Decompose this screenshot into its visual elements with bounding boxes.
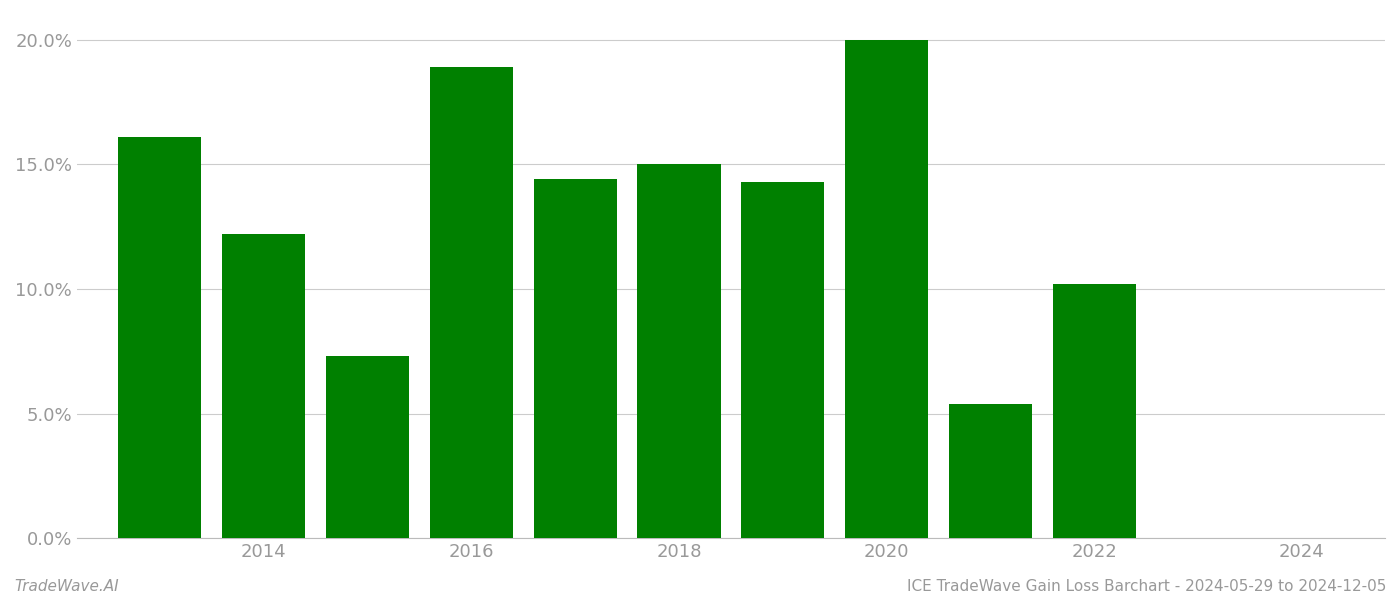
Bar	[533, 179, 617, 538]
Bar	[637, 164, 721, 538]
Bar	[949, 404, 1032, 538]
Bar	[846, 40, 928, 538]
Bar	[326, 356, 409, 538]
Bar	[430, 67, 512, 538]
Text: TradeWave.AI: TradeWave.AI	[14, 579, 119, 594]
Bar	[223, 234, 305, 538]
Text: ICE TradeWave Gain Loss Barchart - 2024-05-29 to 2024-12-05: ICE TradeWave Gain Loss Barchart - 2024-…	[907, 579, 1386, 594]
Bar	[1053, 284, 1135, 538]
Bar	[119, 137, 202, 538]
Bar	[742, 182, 825, 538]
